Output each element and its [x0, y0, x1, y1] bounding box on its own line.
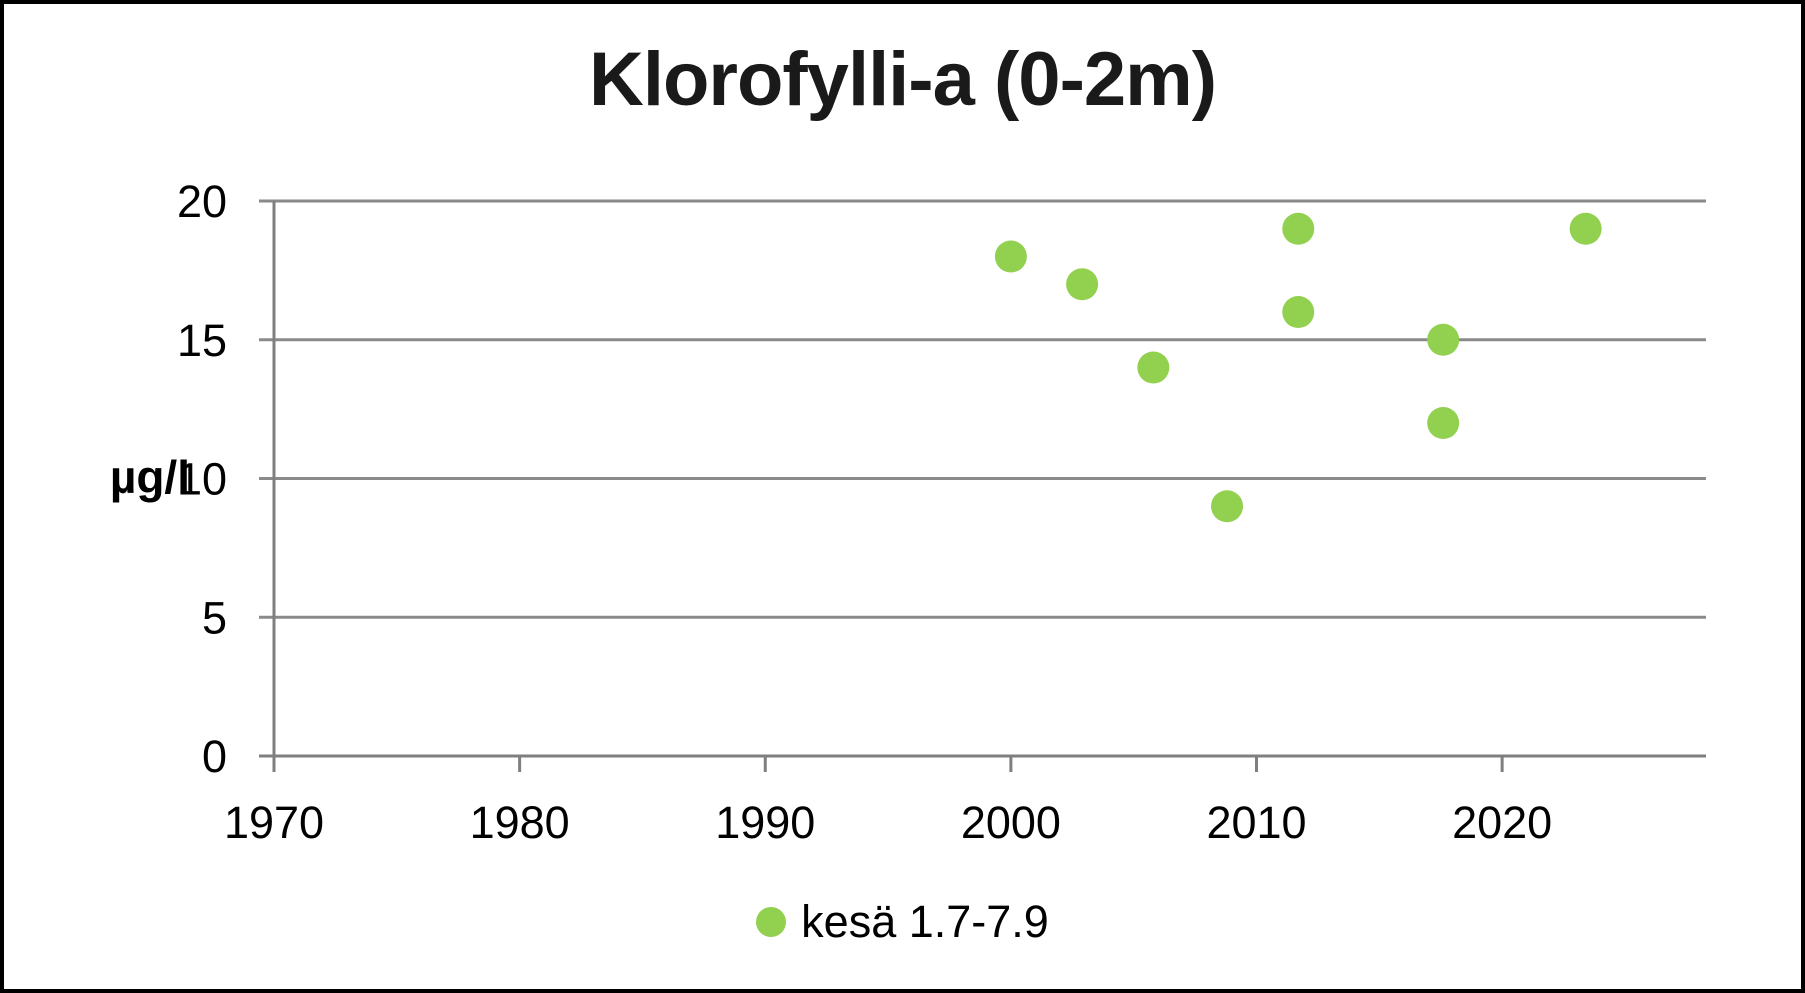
x-tick-label: 1990 [715, 797, 815, 848]
legend-marker-icon [756, 907, 787, 937]
y-tick-label: 0 [202, 731, 227, 782]
data-point [1282, 296, 1315, 328]
x-tick-label: 2010 [1206, 797, 1306, 848]
data-point [1137, 351, 1170, 384]
y-tick-label: 15 [177, 315, 227, 366]
y-axis-unit-label: µg/l [109, 451, 190, 503]
x-tick-label: 1980 [470, 797, 570, 848]
y-tick-label: 20 [177, 176, 227, 227]
data-point [1427, 407, 1460, 439]
x-tick-label: 2020 [1452, 797, 1552, 848]
chart-title: Klorofylli-a (0-2m) [588, 37, 1217, 122]
legend-label: kesä 1.7-7.9 [801, 896, 1049, 947]
y-tick-label: 5 [202, 592, 227, 643]
data-point [1211, 490, 1244, 523]
data-point [1569, 212, 1602, 245]
plot-area: 0 5 10 15 20 1970 1980 1990 2000 2010 2020 [177, 176, 1706, 848]
data-point [994, 240, 1027, 273]
y-tick-label: 10 [177, 454, 227, 505]
data-point [1066, 268, 1099, 301]
legend: kesä 1.7-7.9 [4, 895, 1801, 949]
x-tick-label: 1970 [224, 797, 324, 848]
x-tick-label: 2000 [961, 797, 1061, 848]
data-point [1282, 212, 1315, 245]
data-point [1427, 323, 1460, 356]
